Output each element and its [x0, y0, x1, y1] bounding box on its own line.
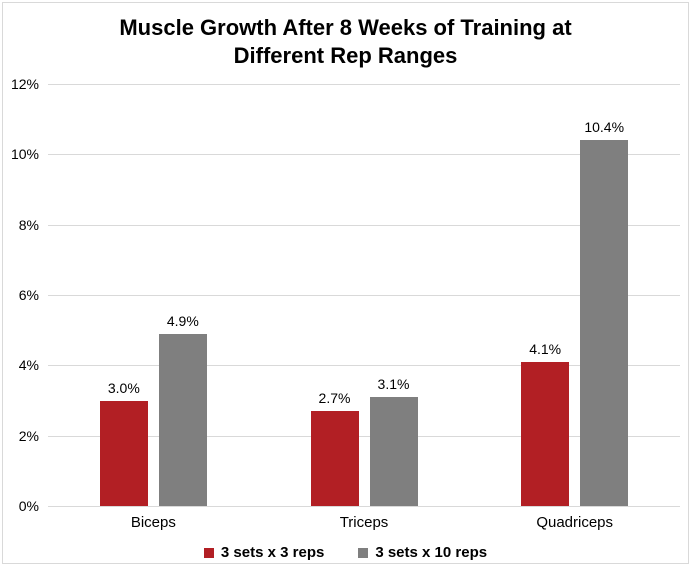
- bar-triceps-3-sets-x-10-reps: 3.1%: [369, 376, 418, 506]
- bar-group-biceps: 3.0% 4.9%: [48, 84, 259, 506]
- bar-biceps-3-sets-x-10-reps: 4.9%: [158, 313, 207, 506]
- plot-area: 3.0% 4.9% 2.7% 3.1% 4.1% 10.4%: [48, 84, 680, 507]
- legend-label: 3 sets x 3 reps: [220, 544, 325, 561]
- gridline-8%: [48, 224, 680, 226]
- x-axis-category-label: Biceps: [130, 514, 176, 531]
- gridline-2%: [48, 435, 680, 437]
- y-axis-tick-label: 6%: [18, 287, 39, 303]
- gridline-12%: [48, 84, 680, 85]
- x-axis: Biceps Triceps Quadriceps: [48, 514, 680, 531]
- y-axis-tick-label: 0%: [18, 498, 39, 514]
- legend-item-3-sets-x-3-reps: 3 sets x 3 reps: [203, 544, 325, 561]
- bar-group-triceps: 2.7% 3.1%: [259, 84, 470, 506]
- data-label: 4.1%: [529, 340, 562, 357]
- chart-title: Muscle Growth After 8 Weeks of Training …: [119, 15, 572, 68]
- data-label: 2.7%: [318, 390, 351, 407]
- bars-layer: 3.0% 4.9% 2.7% 3.1% 4.1% 10.4%: [48, 84, 680, 506]
- x-axis-category-label: Quadriceps: [536, 514, 614, 531]
- gridline-4%: [48, 365, 680, 367]
- chart-frame: Muscle Growth After 8 Weeks of Training …: [2, 2, 689, 564]
- legend-item-3-sets-x-10-reps: 3 sets x 10 reps: [358, 544, 487, 561]
- y-axis-tick-label: 8%: [18, 216, 39, 233]
- bar-biceps-3-sets-x-3-reps: 3.0%: [99, 380, 148, 506]
- gridline-0%: [48, 506, 680, 507]
- data-label: 10.4%: [584, 119, 625, 136]
- y-axis-tick-label: 2%: [18, 427, 39, 444]
- y-axis-tick-label: 10%: [10, 146, 39, 163]
- data-label: 3.0%: [107, 379, 140, 396]
- legend-label: 3 sets x 10 reps: [375, 544, 488, 561]
- bar-quadriceps-3-sets-x-3-reps: 4.1%: [521, 341, 570, 506]
- y-axis-tick-label: 4%: [18, 357, 39, 374]
- bar-group-quadriceps: 4.1% 10.4%: [469, 84, 680, 506]
- data-label: 3.1%: [377, 375, 410, 392]
- legend-swatch-icon: [203, 547, 214, 558]
- y-axis-tick-label: 12%: [10, 76, 39, 92]
- legend-swatch-icon: [358, 547, 369, 558]
- gridline-6%: [48, 295, 680, 296]
- bar-triceps-3-sets-x-3-reps: 2.7%: [310, 390, 359, 506]
- legend: 3 sets x 3 reps 3 sets x 10 reps: [3, 544, 688, 561]
- bar-quadriceps-3-sets-x-10-reps: 10.4%: [580, 119, 629, 506]
- data-label: 4.9%: [166, 312, 199, 329]
- x-axis-category-label: Triceps: [339, 514, 389, 531]
- gridline-10%: [48, 154, 680, 156]
